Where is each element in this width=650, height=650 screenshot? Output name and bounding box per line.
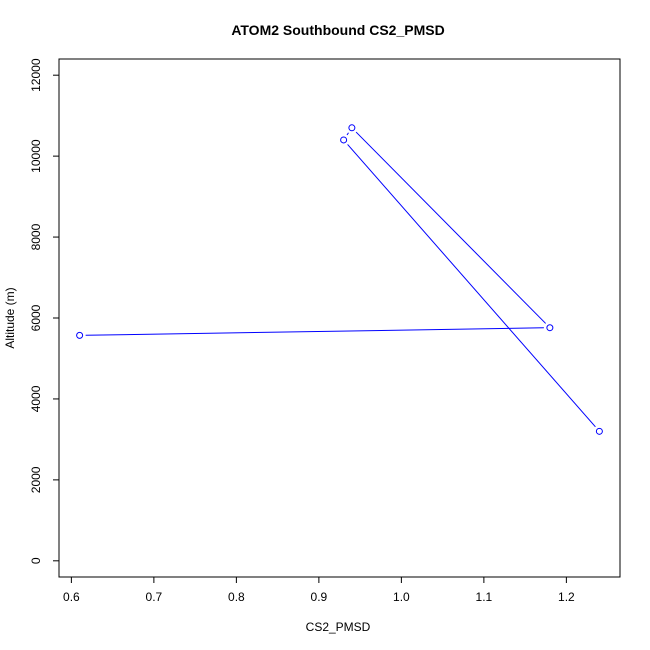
data-point bbox=[546, 324, 554, 332]
y-tick-label: 0 bbox=[29, 557, 43, 564]
x-tick-label: 1.2 bbox=[558, 590, 575, 604]
y-tick-label: 12000 bbox=[29, 58, 43, 92]
x-tick-label: 1.0 bbox=[393, 590, 410, 604]
y-tick-label: 8000 bbox=[29, 223, 43, 250]
x-tick-label: 0.7 bbox=[146, 590, 163, 604]
series-segment bbox=[346, 132, 349, 136]
plot-frame bbox=[58, 58, 621, 578]
y-axis: 0 2000 4000 6000 8000 10000 12000 bbox=[29, 58, 60, 564]
chart-title: ATOM2 Southbound CS2_PMSD bbox=[231, 22, 444, 38]
x-tick-label: 0.8 bbox=[228, 590, 245, 604]
series-segment bbox=[85, 327, 544, 336]
data-point bbox=[76, 331, 84, 339]
data-point bbox=[595, 427, 603, 435]
y-tick-label: 10000 bbox=[29, 139, 43, 173]
series-layer bbox=[76, 124, 603, 435]
x-tick-label: 1.1 bbox=[476, 590, 493, 604]
x-axis-label: CS2_PMSD bbox=[306, 620, 371, 634]
x-tick-label: 0.6 bbox=[63, 590, 80, 604]
y-tick-label: 6000 bbox=[29, 304, 43, 331]
series-segment bbox=[355, 131, 547, 324]
y-tick-label: 4000 bbox=[29, 385, 43, 412]
data-point bbox=[348, 124, 356, 132]
y-axis-label: Altitude (m) bbox=[3, 287, 17, 348]
x-tick-label: 0.9 bbox=[311, 590, 328, 604]
x-axis: 0.6 0.7 0.8 0.9 1.0 1.1 1.2 bbox=[63, 576, 575, 604]
y-tick-label: 2000 bbox=[29, 466, 43, 493]
data-point bbox=[340, 136, 348, 144]
series-segment bbox=[347, 144, 596, 428]
